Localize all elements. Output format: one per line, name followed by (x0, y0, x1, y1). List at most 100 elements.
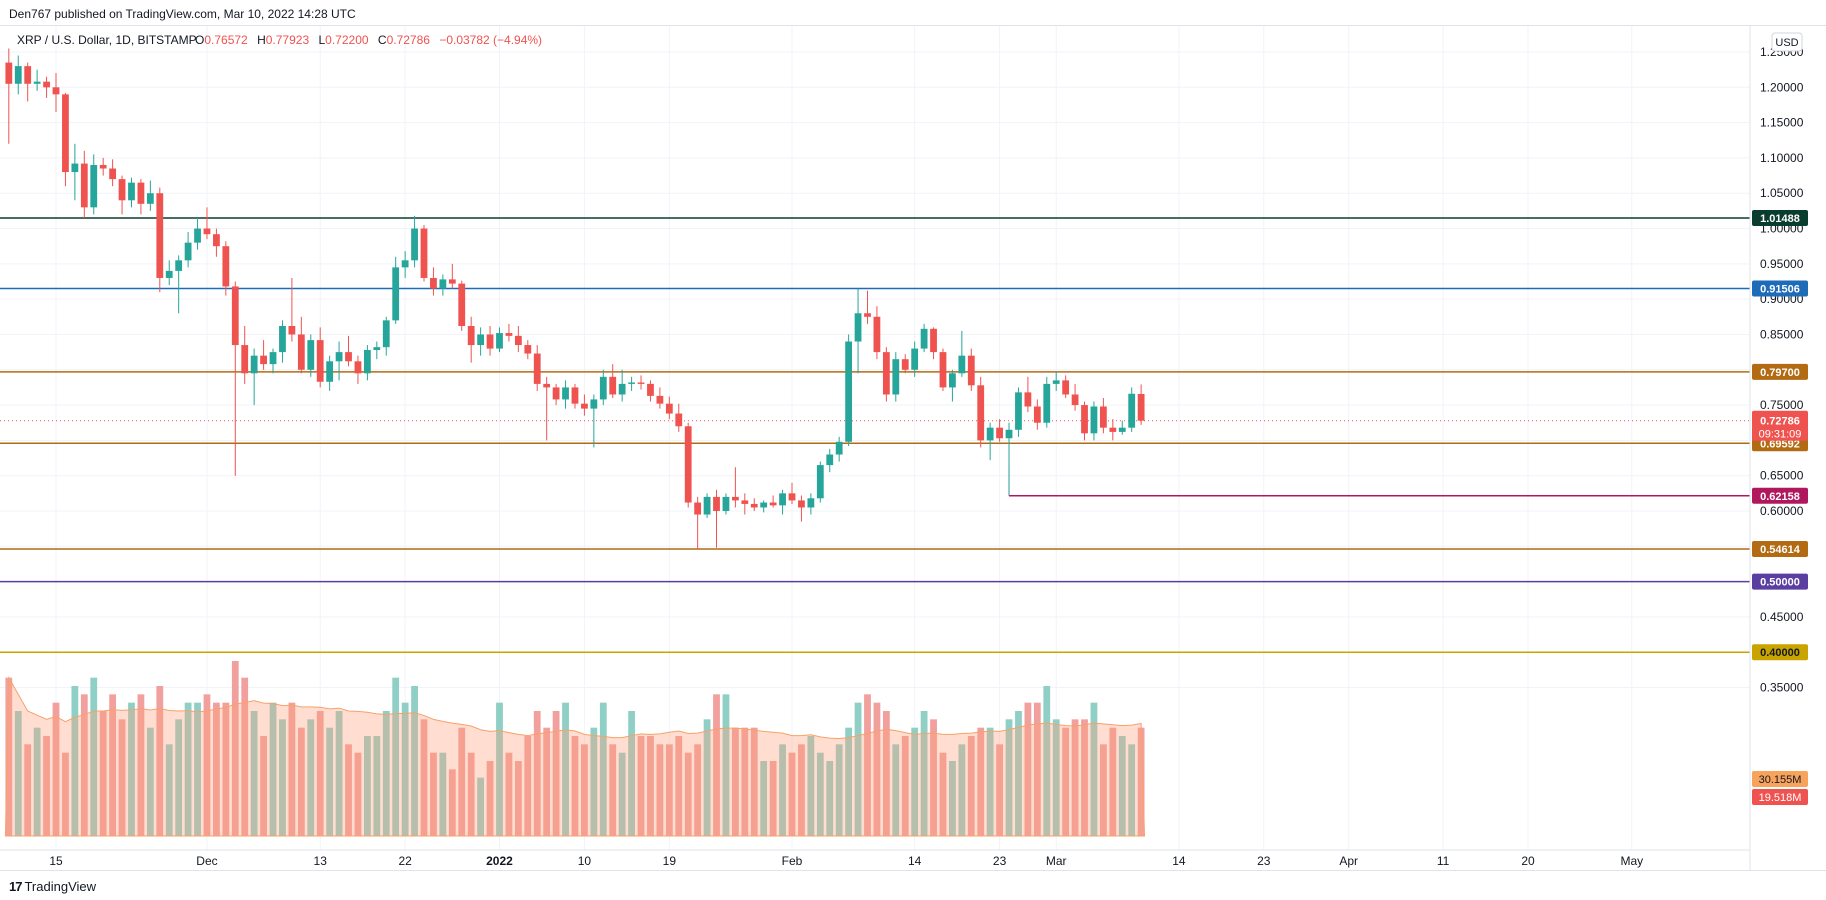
candle-body (864, 313, 871, 317)
candle (260, 340, 267, 370)
candle-body (279, 325, 286, 353)
candle-body (411, 228, 418, 261)
candle-body (297, 334, 305, 370)
candle (675, 403, 683, 432)
volume-bar (62, 752, 69, 836)
volume-bar (297, 727, 305, 836)
low-label: L (318, 33, 325, 47)
candle-body (71, 163, 79, 173)
volume-bar (779, 744, 786, 836)
candle (43, 76, 50, 98)
volume-bar (231, 661, 239, 836)
candle (175, 255, 183, 314)
x-tick-label: 22 (398, 854, 412, 868)
low-value: 0.72200 (325, 33, 369, 47)
candle (514, 325, 522, 353)
candle-body (967, 355, 975, 386)
candle-body (750, 503, 758, 508)
candle (901, 354, 909, 374)
candle (165, 260, 173, 286)
volume-bar (1128, 744, 1136, 836)
volume-bar (1071, 719, 1079, 836)
candle (741, 493, 749, 515)
volume-bar (430, 752, 437, 836)
volume-bar (731, 727, 739, 836)
volume-bar (467, 752, 475, 836)
volume-bar (363, 736, 371, 836)
candle (345, 335, 352, 367)
volume-bar (637, 736, 645, 836)
candle-body (430, 277, 437, 289)
volume-bar (52, 702, 60, 836)
level-price-label: 0.69592 (1760, 438, 1800, 450)
candle (194, 217, 201, 250)
volume-value-label: 30.155M (1759, 774, 1802, 786)
volume-bar (675, 736, 683, 836)
candle (911, 341, 919, 377)
candle (1128, 387, 1136, 432)
candle-body (949, 373, 956, 388)
candle (448, 263, 456, 289)
candle-body (939, 352, 947, 388)
tradingview-logo[interactable]: 17 TradingView (9, 879, 96, 894)
candle-body (505, 333, 513, 336)
publisher-info: Den767 published on TradingView.com, Mar… (9, 7, 356, 21)
footer: 17 TradingView (0, 870, 1826, 900)
candle (647, 380, 654, 402)
candle-body (326, 361, 334, 382)
candle-body (788, 493, 796, 501)
x-tick-label: 20 (1521, 854, 1535, 868)
volume-bar (420, 719, 428, 836)
volume-bar (326, 727, 334, 836)
candle (99, 157, 107, 176)
candle-body (420, 228, 428, 278)
candle (1033, 399, 1041, 430)
currency-button[interactable]: USD (1771, 32, 1803, 52)
volume-bar (1043, 686, 1051, 836)
candle-body (156, 193, 164, 278)
candle-body (316, 340, 324, 382)
candle (760, 500, 768, 513)
level-price-label-bg (1752, 210, 1808, 227)
volume-value-tag-bg (1752, 771, 1808, 787)
volume-bar (118, 719, 126, 836)
candle-body (1024, 392, 1032, 407)
candle-body (203, 228, 211, 235)
volume-bar (448, 769, 456, 836)
volume-bar (647, 736, 654, 836)
candle (1137, 384, 1145, 425)
candle-body (930, 328, 937, 353)
level-price-label-bg (1752, 280, 1808, 297)
last-price-label: 0.72786 (1760, 416, 1800, 428)
candle (816, 461, 824, 503)
price-chart[interactable]: 1.250001.200001.150001.100001.050001.000… (0, 26, 1826, 870)
volume-bar (43, 736, 50, 836)
candle-body (779, 493, 786, 506)
candle (326, 355, 334, 391)
candle (599, 369, 607, 406)
open-value: 0.76572 (204, 33, 248, 47)
volume-bar (1099, 744, 1107, 836)
candle-body (5, 62, 13, 84)
x-tick-label: Dec (196, 854, 217, 868)
candle (882, 347, 890, 402)
volume-bar (90, 677, 98, 836)
candle (430, 267, 437, 296)
candle (628, 376, 635, 391)
volume-bar (373, 736, 381, 836)
candle-body (241, 345, 249, 374)
candle-body (628, 382, 635, 384)
candle (90, 154, 98, 215)
candle (128, 177, 135, 208)
candle (524, 340, 532, 360)
volume-bar (911, 727, 919, 836)
volume-bar (609, 744, 617, 836)
level-price-label: 1.01488 (1760, 213, 1800, 225)
candle-body (552, 387, 560, 400)
candle-body (694, 502, 702, 515)
candle (213, 228, 220, 257)
candle (477, 327, 485, 356)
candle (939, 348, 947, 391)
volume-bar (1015, 711, 1022, 836)
candle-body (382, 320, 390, 348)
